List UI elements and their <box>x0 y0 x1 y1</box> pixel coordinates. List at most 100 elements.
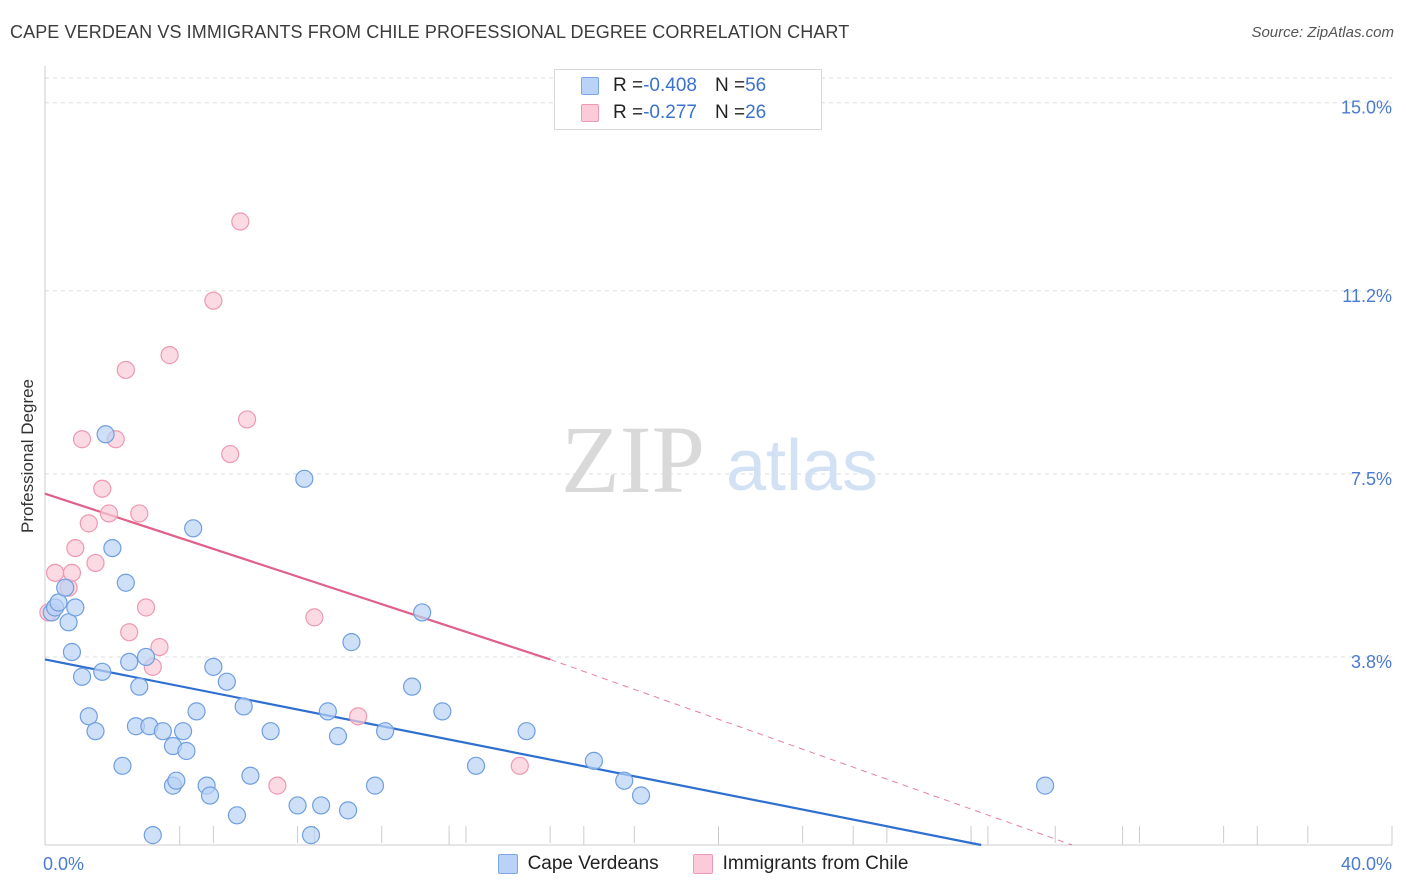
data-point-cape-verdeans <box>72 667 92 686</box>
data-point-cape-verdeans <box>86 722 105 741</box>
watermark: ZIP atlas <box>561 406 878 513</box>
legend-item-cape-verdeans[interactable]: Cape Verdeans <box>497 853 659 875</box>
data-point-cape-verdeans <box>584 751 604 770</box>
chart-title: CAPE VERDEAN VS IMMIGRANTS FROM CHILE PR… <box>10 22 850 42</box>
source-credit: Source: ZipAtlas.com <box>1251 24 1394 41</box>
y-tick-label: 7.5% <box>1351 469 1392 489</box>
data-point-cape-verdeans <box>136 647 156 667</box>
legend-row-immigrants-from-chile: R = -0.277 N = 26 <box>581 100 766 126</box>
data-point-cape-verdeans <box>318 702 337 721</box>
data-point-cape-verdeans <box>200 786 220 805</box>
data-point-cape-verdeans <box>96 425 115 444</box>
data-point-cape-verdeans <box>130 677 149 696</box>
data-point-cape-verdeans <box>120 652 139 672</box>
data-point-cape-verdeans <box>56 578 75 597</box>
data-point-immigrants-from-chile <box>72 430 92 449</box>
legend-n-value: 56 <box>745 75 767 96</box>
data-point-cape-verdeans <box>365 776 385 795</box>
data-point-cape-verdeans <box>204 657 223 676</box>
data-point-cape-verdeans <box>116 573 135 592</box>
data-point-cape-verdeans <box>187 702 206 721</box>
data-point-immigrants-from-chile <box>349 707 368 726</box>
data-point-immigrants-from-chile <box>62 563 82 582</box>
data-point-immigrants-from-chile <box>120 623 139 642</box>
data-point-immigrants-from-chile <box>150 637 169 657</box>
data-point-cape-verdeans <box>328 727 348 746</box>
data-point-immigrants-from-chile <box>160 346 179 365</box>
legend-r-value: -0.277 <box>643 102 697 123</box>
legend-label: Immigrants from Chile <box>722 853 909 874</box>
data-point-immigrants-from-chile <box>86 553 105 573</box>
data-point-cape-verdeans <box>234 697 253 716</box>
data-point-immigrants-from-chile <box>510 756 529 775</box>
legend-swatch-pink <box>581 104 599 122</box>
data-point-cape-verdeans <box>143 826 162 845</box>
data-point-cape-verdeans <box>177 741 196 761</box>
series-legend: Cape Verdeans Immigrants from Chile <box>0 851 1406 877</box>
data-point-cape-verdeans <box>79 707 98 726</box>
data-point-cape-verdeans <box>59 613 78 632</box>
legend-label: Cape Verdeans <box>527 853 659 874</box>
legend-n-label: N = <box>714 102 746 123</box>
x-tick-label: 0.0% <box>43 854 84 874</box>
data-point-cape-verdeans <box>227 806 247 825</box>
tick-labels: 3.8% 7.5% 11.2% 15.0% 0.0% 40.0% <box>43 98 1392 874</box>
data-point-cape-verdeans <box>413 603 432 622</box>
data-point-cape-verdeans <box>184 519 203 538</box>
data-point-cape-verdeans <box>241 766 260 785</box>
series-cape-verdeans <box>42 425 1055 845</box>
data-point-immigrants-from-chile <box>136 598 156 617</box>
trend-line-immigrants-from-chile <box>44 492 551 661</box>
legend-n-value: 26 <box>745 102 767 123</box>
data-point-cape-verdeans <box>288 796 307 815</box>
watermark-atlas: atlas <box>726 426 878 506</box>
data-point-cape-verdeans <box>342 633 361 652</box>
data-point-immigrants-from-chile <box>93 479 112 498</box>
data-point-immigrants-from-chile <box>268 776 287 795</box>
data-point-cape-verdeans <box>301 826 321 845</box>
data-point-cape-verdeans <box>173 722 193 741</box>
data-point-cape-verdeans <box>615 771 634 790</box>
data-point-cape-verdeans <box>376 722 395 741</box>
data-point-immigrants-from-chile <box>305 608 324 627</box>
data-point-cape-verdeans <box>62 642 82 662</box>
data-point-immigrants-from-chile <box>237 410 257 429</box>
data-point-cape-verdeans <box>113 756 132 775</box>
trend-line-cape-verdeans <box>44 658 982 847</box>
data-point-immigrants-from-chile <box>204 291 223 310</box>
data-point-cape-verdeans <box>517 722 536 741</box>
data-point-immigrants-from-chile <box>130 504 149 523</box>
watermark-zip: ZIP <box>561 406 705 513</box>
trend-line-extension <box>549 658 1073 846</box>
data-point-cape-verdeans <box>402 677 422 696</box>
data-point-immigrants-from-chile <box>66 538 85 558</box>
legend-swatch-blue <box>581 77 599 95</box>
data-point-cape-verdeans <box>466 756 486 775</box>
legend-r-label: R = <box>613 75 644 96</box>
legend-r-label: R = <box>613 102 644 123</box>
data-point-cape-verdeans <box>261 722 280 741</box>
legend-item-immigrants-from-chile[interactable]: Immigrants from Chile <box>692 853 909 875</box>
data-point-immigrants-from-chile <box>116 360 135 380</box>
y-tick-label: 11.2% <box>1342 286 1392 306</box>
data-point-cape-verdeans <box>312 796 331 815</box>
correlation-legend: R = -0.408 N = 56 R = -0.277 N = 26 <box>554 69 822 130</box>
data-point-immigrants-from-chile <box>221 444 240 464</box>
data-point-immigrants-from-chile <box>79 514 98 533</box>
legend-n-label: N = <box>714 75 746 96</box>
y-tick-label: 15.0% <box>1341 98 1392 118</box>
legend-swatch-pink <box>692 854 713 874</box>
data-point-cape-verdeans <box>93 662 112 681</box>
legend-r-value: -0.408 <box>643 75 697 96</box>
data-point-immigrants-from-chile <box>231 212 250 231</box>
data-point-cape-verdeans <box>153 722 172 741</box>
data-point-cape-verdeans <box>631 786 651 805</box>
data-point-immigrants-from-chile <box>46 563 65 582</box>
data-point-cape-verdeans <box>49 593 68 612</box>
data-point-cape-verdeans <box>217 672 236 691</box>
legend-row-cape-verdeans: R = -0.408 N = 56 <box>581 73 766 99</box>
y-tick-label: 3.8% <box>1351 652 1392 672</box>
data-point-cape-verdeans <box>433 702 452 721</box>
axes <box>44 66 1393 846</box>
